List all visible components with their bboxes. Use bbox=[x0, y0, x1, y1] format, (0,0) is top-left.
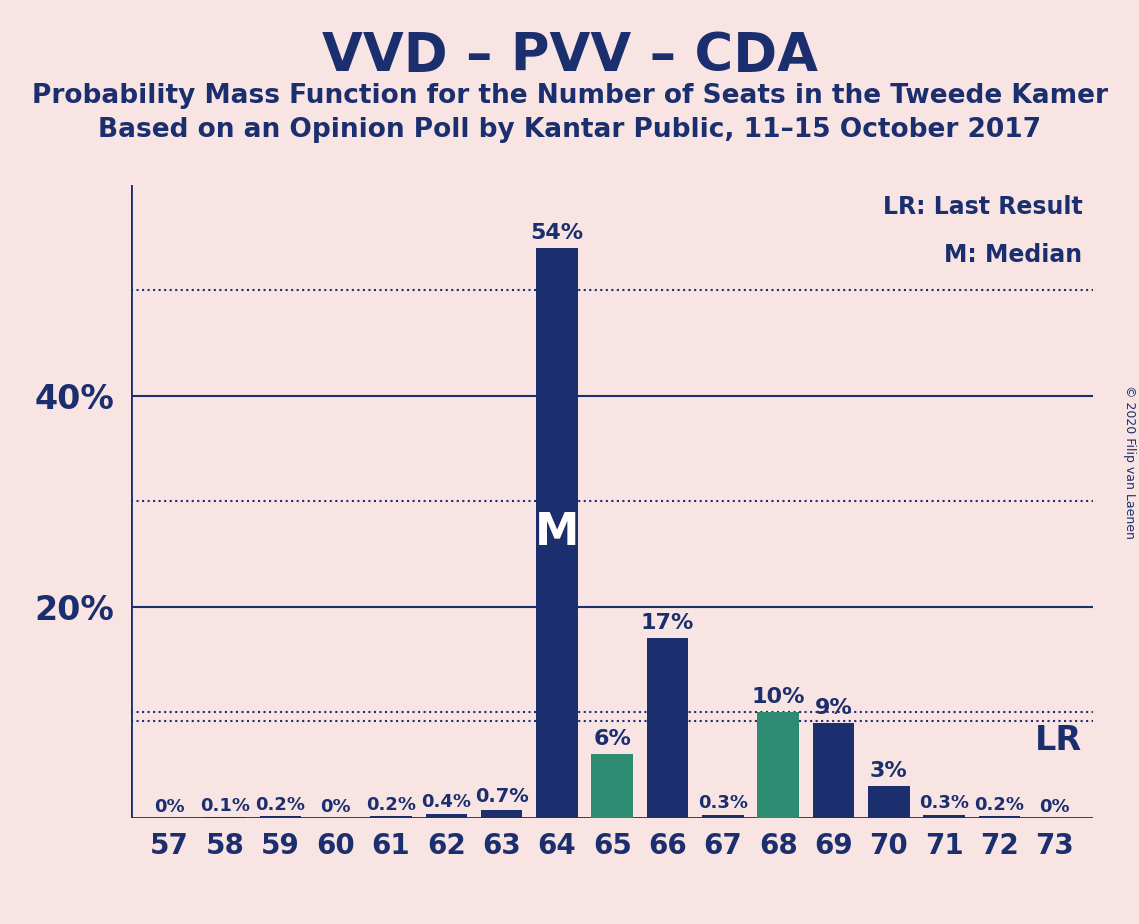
Bar bbox=[924, 815, 965, 818]
Bar bbox=[426, 813, 467, 818]
Text: 0.3%: 0.3% bbox=[698, 795, 748, 812]
Bar bbox=[647, 638, 688, 818]
Text: LR: Last Result: LR: Last Result bbox=[883, 195, 1082, 219]
Text: 0.3%: 0.3% bbox=[919, 795, 969, 812]
Text: M: Median: M: Median bbox=[944, 243, 1082, 267]
Text: 3%: 3% bbox=[870, 760, 908, 781]
Text: 0.4%: 0.4% bbox=[421, 794, 472, 811]
Bar bbox=[591, 754, 633, 818]
Bar bbox=[536, 248, 577, 818]
Text: 0.2%: 0.2% bbox=[974, 796, 1024, 813]
Bar bbox=[370, 816, 411, 818]
Text: 17%: 17% bbox=[641, 614, 694, 633]
Text: VVD – PVV – CDA: VVD – PVV – CDA bbox=[321, 30, 818, 81]
Bar bbox=[813, 723, 854, 818]
Text: © 2020 Filip van Laenen: © 2020 Filip van Laenen bbox=[1123, 385, 1137, 539]
Text: 0.1%: 0.1% bbox=[200, 796, 251, 815]
Bar bbox=[757, 712, 798, 818]
Text: 0%: 0% bbox=[155, 797, 185, 816]
Text: M: M bbox=[534, 511, 579, 554]
Text: 0.7%: 0.7% bbox=[475, 787, 528, 806]
Bar bbox=[978, 816, 1021, 818]
Bar bbox=[702, 815, 744, 818]
Bar bbox=[868, 786, 910, 818]
Text: 0%: 0% bbox=[320, 797, 351, 816]
Bar bbox=[204, 817, 246, 818]
Text: Probability Mass Function for the Number of Seats in the Tweede Kamer: Probability Mass Function for the Number… bbox=[32, 83, 1107, 109]
Bar bbox=[481, 810, 523, 818]
Text: Based on an Opinion Poll by Kantar Public, 11–15 October 2017: Based on an Opinion Poll by Kantar Publi… bbox=[98, 117, 1041, 143]
Text: LR: LR bbox=[1035, 723, 1082, 757]
Text: 0.2%: 0.2% bbox=[255, 796, 305, 813]
Text: 9%: 9% bbox=[814, 698, 852, 718]
Bar bbox=[260, 816, 301, 818]
Text: 0.2%: 0.2% bbox=[366, 796, 416, 813]
Text: 10%: 10% bbox=[752, 687, 805, 707]
Text: 0%: 0% bbox=[1040, 797, 1070, 816]
Text: 6%: 6% bbox=[593, 729, 631, 749]
Text: 54%: 54% bbox=[531, 223, 583, 243]
